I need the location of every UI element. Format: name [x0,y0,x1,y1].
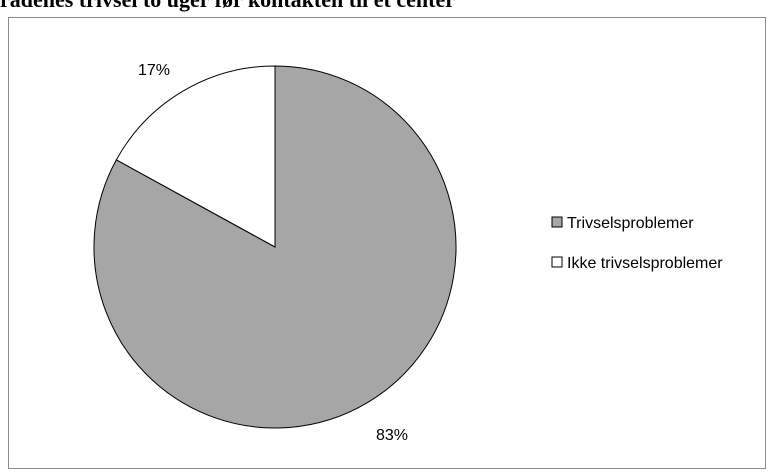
legend-swatch-1 [551,216,563,228]
legend: Trivselsproblemer Ikke trivselsproblemer [551,215,723,272]
legend-label-2: Ikke trivselsproblemer [567,255,723,272]
chart-title-text: rådenes trivsel to uger før kontakten ti… [0,0,455,12]
pie-labels: 83% 17% [138,62,408,444]
pie-slices [93,65,457,429]
chart-title: rådenes trivsel to uger før kontakten ti… [0,0,771,17]
legend-label-1: Trivselsproblemer [567,215,694,232]
data-label-2: 17% [138,62,170,79]
data-label-1: 83% [376,427,408,444]
pie-slice-2 [115,65,276,248]
legend-swatch-2 [551,256,563,268]
